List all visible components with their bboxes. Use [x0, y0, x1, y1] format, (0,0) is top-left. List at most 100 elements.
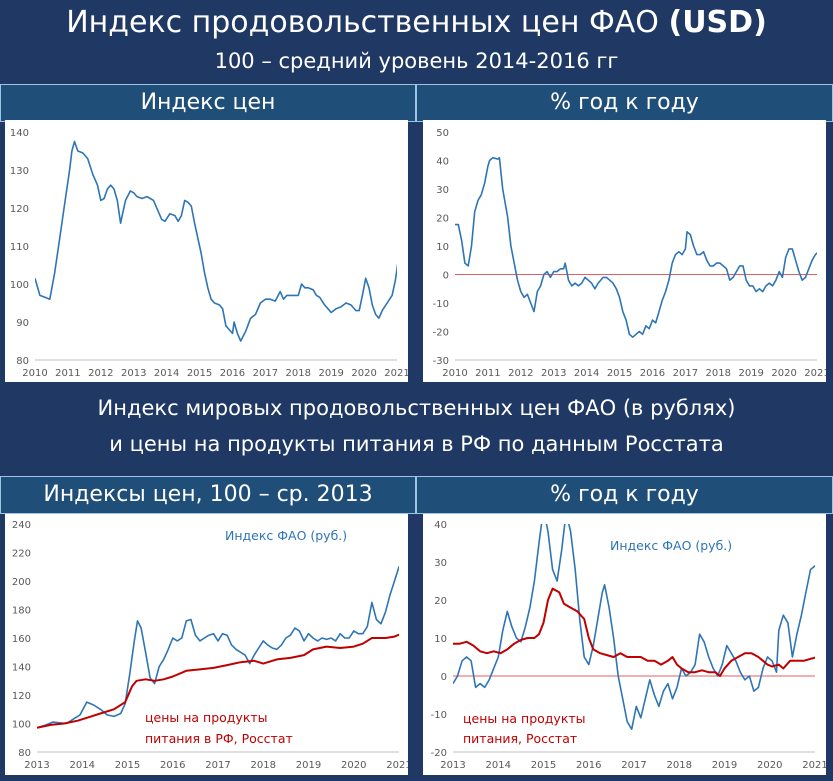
x-tick-label: 2021: [804, 368, 826, 379]
y-tick-label: 180: [12, 606, 31, 617]
title-text: Индекс продовольственных цен ФАО: [66, 5, 659, 40]
y-tick-label: 30: [434, 558, 447, 569]
y-tick-label: 10: [434, 634, 447, 645]
y-tick-label: -20: [433, 328, 449, 339]
x-tick-label: 2020: [757, 760, 782, 771]
x-tick-label: 2012: [508, 368, 533, 379]
chart-usd-index: 80 90 100 110 120 130 140 2010 2011 2012 2013 2014 2…: [10, 128, 410, 379]
x-tick-label: 2015: [531, 760, 556, 771]
y-tick-label: 160: [12, 634, 31, 645]
chart-rub-yoy: -20 -10 0 10 20 30 40 2013 2014 2015 2016 2017 2018 2…: [431, 520, 828, 771]
x-tick-label: 2016: [576, 760, 601, 771]
x-tick-label: 2017: [205, 760, 230, 771]
middle-title-line2: и цены на продукты питания в РФ по данны…: [109, 432, 724, 456]
x-tick-label: 2021: [802, 760, 826, 771]
chart-annotation: питания, Росстат: [463, 731, 577, 746]
chart-annotation: цены на продукты: [463, 711, 586, 726]
y-tick-label: 80: [16, 356, 29, 367]
x-tick-label: 2016: [220, 368, 245, 379]
x-tick-label: 2014: [70, 760, 95, 771]
x-tick-label: 2014: [154, 368, 179, 379]
x-tick-label: 2021: [386, 760, 408, 771]
x-tick-label: 2012: [88, 368, 113, 379]
y-tick-label: 200: [12, 577, 31, 588]
x-tick-label: 2020: [771, 368, 796, 379]
x-tick-label: 2017: [621, 760, 646, 771]
y-tick-label: 100: [10, 280, 29, 291]
x-tick-label: 2011: [55, 368, 80, 379]
y-tick-label: 100: [12, 720, 31, 731]
y-tick-label: 20: [436, 214, 449, 225]
y-tick-label: 120: [10, 204, 29, 215]
chart-panel-usd-yoy: -30 -20 -10 0 10 20 30 40 50 2010 2011 2012 2013 2014…: [423, 120, 830, 382]
main-subtitle: 100 – средний уровень 2014-2016 гг: [214, 49, 619, 73]
x-tick-label: 2016: [160, 760, 185, 771]
x-tick-label: 2020: [341, 760, 366, 771]
chart-annotation: Индекс ФАО (руб.): [610, 538, 732, 553]
x-tick-label: 2019: [296, 760, 321, 771]
x-tick-label: 2016: [640, 368, 665, 379]
x-tick-label: 2013: [440, 760, 465, 771]
main-title: Индекс продовольственных цен ФАО (USD): [0, 2, 833, 44]
x-tick-label: 2013: [121, 368, 146, 379]
x-tick-label: 2014: [574, 368, 599, 379]
series-line-fao: [37, 565, 399, 729]
y-tick-label: 140: [12, 663, 31, 674]
y-tick-label: -20: [431, 748, 447, 759]
middle-title: Индекс мировых продовольственных цен ФАО…: [0, 390, 833, 462]
y-tick-label: 140: [10, 128, 29, 139]
panel-header-rub-index: Индексы цен, 100 – ср. 2013: [0, 476, 416, 514]
x-tick-label: 2018: [706, 368, 731, 379]
y-tick-label: 0: [441, 672, 447, 683]
x-tick-label: 2018: [251, 760, 276, 771]
x-tick-label: 2010: [442, 368, 467, 379]
y-tick-label: 0: [443, 271, 449, 282]
x-tick-label: 2020: [351, 368, 376, 379]
series-line-rosstat: [37, 633, 399, 729]
panel-header-yoy: % год к году: [416, 84, 833, 122]
y-tick-label: 20: [434, 596, 447, 607]
x-tick-label: 2019: [318, 368, 343, 379]
series-line-rosstat: [453, 587, 815, 677]
chart-panel-rub-yoy: -20 -10 0 10 20 30 40 2013 2014 2015 2016 2017 2018 2…: [423, 514, 828, 775]
chart-panel-rub-index: 80 100 120 140 160 180 200 220 240 2013 2014 2015 20…: [5, 514, 412, 775]
y-tick-label: -10: [431, 710, 447, 721]
y-tick-label: 30: [436, 185, 449, 196]
chart-annotation: Индекс ФАО (руб.): [225, 528, 347, 543]
y-tick-label: -10: [433, 299, 449, 310]
x-tick-label: 2015: [187, 368, 212, 379]
y-tick-label: 220: [12, 549, 31, 560]
y-tick-label: 110: [10, 242, 29, 253]
y-tick-label: 120: [12, 691, 31, 702]
x-tick-label: 2019: [738, 368, 763, 379]
series-line-fao: [35, 140, 397, 342]
x-tick-label: 2014: [486, 760, 511, 771]
panel-header-rub-yoy: % год к году: [416, 476, 833, 514]
y-tick-label: -30: [433, 356, 449, 367]
x-tick-label: 2010: [22, 368, 47, 379]
x-tick-label: 2015: [607, 368, 632, 379]
chart-annotation: цены на продукты: [145, 710, 268, 725]
y-tick-label: 90: [16, 318, 29, 329]
x-tick-label: 2021: [384, 368, 408, 379]
y-tick-label: 40: [434, 520, 447, 531]
series-line-fao: [455, 156, 817, 338]
x-tick-label: 2019: [712, 760, 737, 771]
y-tick-label: 130: [10, 166, 29, 177]
y-tick-label: 240: [12, 520, 31, 531]
y-tick-label: 40: [436, 157, 449, 168]
y-tick-label: 80: [18, 748, 31, 759]
y-tick-label: 10: [436, 242, 449, 253]
x-tick-label: 2017: [253, 368, 278, 379]
x-tick-label: 2013: [541, 368, 566, 379]
panel-header-price-index: Индекс цен: [0, 84, 416, 122]
x-tick-label: 2018: [286, 368, 311, 379]
y-tick-label: 50: [436, 128, 449, 139]
title-currency: (USD): [668, 5, 767, 40]
x-tick-label: 2015: [115, 760, 140, 771]
chart-panel-usd-index: 80 90 100 110 120 130 140 2010 2011 2012 2013 2014 2…: [5, 120, 410, 382]
x-tick-label: 2011: [475, 368, 500, 379]
chart-rub-index: 80 100 120 140 160 180 200 220 240 2013 2014 2015 20…: [12, 520, 412, 771]
series-line-fao: [453, 524, 815, 730]
x-tick-label: 2017: [673, 368, 698, 379]
